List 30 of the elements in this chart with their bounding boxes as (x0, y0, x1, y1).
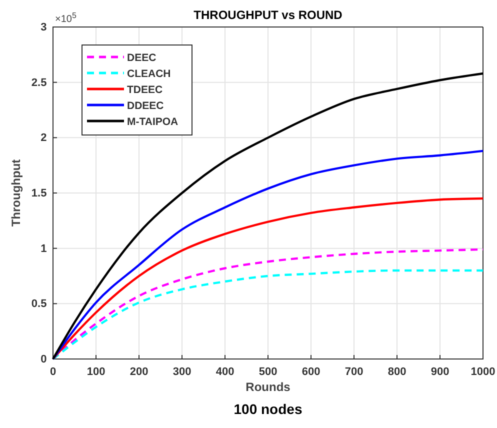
text: ×10$^{5}$ (55, 10, 77, 25)
x-tick-label: 400 (216, 366, 234, 378)
y-tick-label: 0 (40, 354, 47, 366)
x-tick-label: 0 (50, 366, 56, 378)
x-tick-label: 900 (430, 366, 450, 378)
x-axis-title: Rounds (246, 380, 291, 394)
legend-label: DDEEC (127, 100, 164, 112)
x-tick-label: 700 (344, 366, 364, 378)
y-tick-label: 1 (40, 242, 47, 255)
x-tick-label: 500 (258, 366, 278, 378)
x-tick-label: 100 (86, 366, 106, 378)
x-tick-label: 800 (388, 366, 406, 378)
x-tick-label: 600 (302, 366, 320, 378)
y-tick-label: 3 (40, 22, 47, 34)
line-series (52, 150, 484, 360)
legend-label: TDEEC (127, 84, 164, 96)
legend-label: M-TAIPOA (127, 116, 179, 128)
y-tick-label: 2 (40, 132, 47, 144)
legend-label: DEEC (127, 52, 157, 64)
text: 100 nodes (234, 401, 302, 417)
x-tick-label: 200 (130, 366, 148, 378)
y-tick-label: 2.5 (31, 76, 47, 89)
x-tick-label: 1000 (470, 366, 496, 378)
y-tick-label: 1.5 (31, 188, 47, 200)
legend-label: CLEACH (127, 68, 171, 80)
y-tick-label: 0.5 (31, 298, 47, 310)
line-series (52, 269, 484, 360)
y-axis-title: Throughput (9, 159, 23, 227)
chart-title: THROUGHPUT vs ROUND (194, 8, 343, 22)
x-tick-label: 300 (172, 366, 192, 378)
